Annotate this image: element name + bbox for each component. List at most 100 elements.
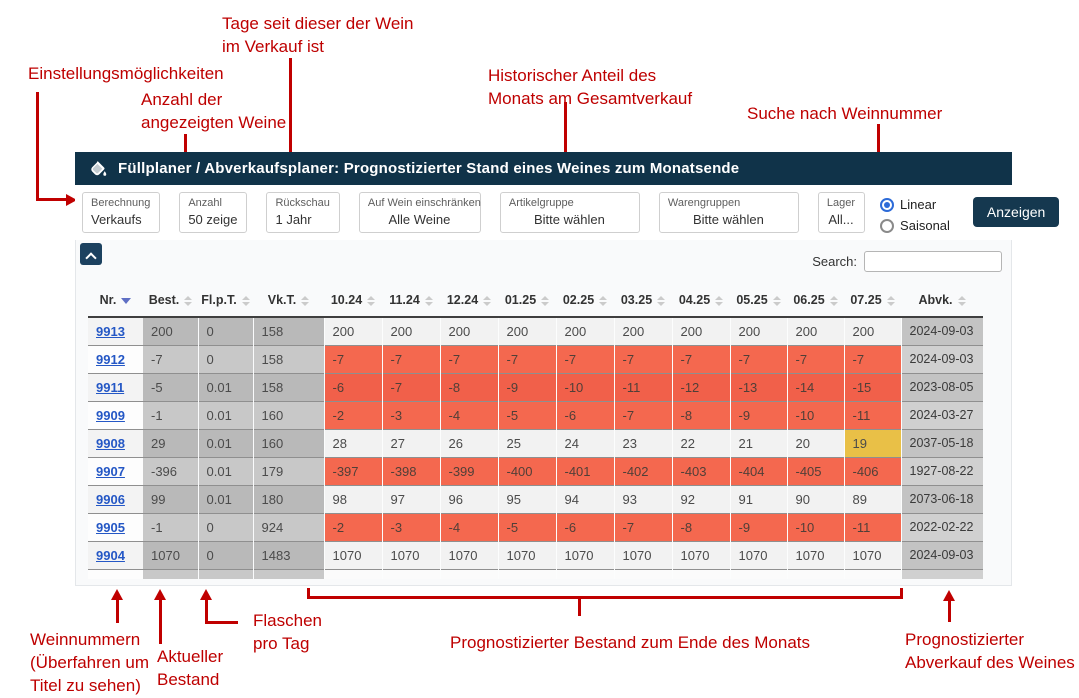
wine-number-link[interactable]: 9912: [96, 351, 125, 367]
month-forecast-cell: -3: [381, 512, 440, 541]
filter-rueckschau[interactable]: Rückschau 1 Jahr: [266, 192, 340, 233]
cutoff-cell: [143, 568, 198, 579]
bottles-per-day-cell: 0.01: [197, 400, 253, 429]
month-forecast-cell: -400: [497, 456, 556, 485]
month-forecast-cell: -9: [497, 372, 556, 401]
wine-number-link[interactable]: 9907: [96, 463, 125, 479]
arrow-einstellungen-line: [36, 92, 39, 200]
filter-warengruppen[interactable]: Warengruppen Bitte wählen: [658, 192, 799, 233]
mode-radio-group: Linear Saisonal: [880, 192, 950, 233]
column-header-2[interactable]: Fl.p.T.: [198, 284, 253, 318]
column-header-13[interactable]: 07.25: [844, 284, 901, 318]
wine-number-link[interactable]: 9906: [96, 491, 125, 507]
month-forecast-cell: 95: [497, 484, 556, 513]
column-header-0[interactable]: Nr.: [88, 284, 143, 318]
page-title: Füllplaner / Abverkaufsplaner: Prognosti…: [118, 160, 740, 177]
table-row: 9904 1070 0 1483 1070 1070 1070 1070 1070 1070 107…: [88, 540, 983, 569]
cutoff-cell: [613, 568, 672, 579]
month-forecast-cell: -10: [786, 512, 844, 541]
month-forecast-cell: 200: [555, 317, 614, 345]
search-input[interactable]: [864, 251, 1002, 272]
month-forecast-cell: 89: [843, 484, 901, 513]
month-forecast-cell: 27: [381, 428, 440, 457]
month-forecast-cell: 1070: [497, 540, 556, 569]
cutoff-row: [88, 568, 983, 579]
cutoff-cell: [497, 568, 556, 579]
wine-number-link[interactable]: 9913: [96, 323, 125, 339]
bottles-per-day-cell: 0: [197, 317, 253, 345]
forecast-table: Nr. Best. Fl.p.T. Vk.T. 10.24 11.24 12.24 01.25…: [88, 284, 983, 579]
month-forecast-cell: 200: [613, 317, 672, 345]
wine-number-cell: 9904: [88, 540, 143, 569]
sale-days-cell: 160: [252, 400, 324, 429]
radio-linear[interactable]: Linear: [880, 197, 950, 212]
month-forecast-cell: 97: [381, 484, 440, 513]
month-forecast-cell: 26: [439, 428, 498, 457]
month-forecast-cell: -13: [729, 372, 787, 401]
month-forecast-cell: -7: [439, 344, 498, 373]
annotation-suche-weinnummer: Suche nach Weinnummer: [747, 104, 943, 123]
annotation-weinnummern: Weinnummern (Überfahren um Titel zu sehen): [30, 630, 150, 695]
column-header-9[interactable]: 03.25: [614, 284, 672, 318]
wine-number-link[interactable]: 9908: [96, 435, 125, 451]
column-header-label: 02.25: [562, 293, 595, 307]
filter-lager[interactable]: Lager All...: [817, 192, 866, 233]
sellout-date-cell: 2037-05-18: [900, 428, 983, 457]
sort-updown-icon: [483, 295, 492, 306]
sort-updown-icon: [599, 295, 608, 306]
month-forecast-cell: 24: [555, 428, 614, 457]
column-header-label: 03.25: [620, 293, 653, 307]
month-forecast-cell: 200: [381, 317, 440, 345]
month-forecast-cell: 1070: [323, 540, 382, 569]
column-header-7[interactable]: 01.25: [498, 284, 556, 318]
wine-number-link[interactable]: 9909: [96, 407, 125, 423]
column-header-3[interactable]: Vk.T.: [253, 284, 324, 318]
month-forecast-cell: 1070: [381, 540, 440, 569]
month-forecast-cell: -3: [381, 400, 440, 429]
cutoff-cell: [252, 568, 324, 579]
column-header-14[interactable]: Abvk.: [901, 284, 983, 318]
table-row: 9907 -396 0.01 179 -397 -398 -399 -400 -401 -402-…: [88, 456, 983, 485]
sort-updown-icon: [184, 295, 193, 306]
month-forecast-cell: -8: [671, 512, 730, 541]
column-header-8[interactable]: 02.25: [556, 284, 614, 318]
table-row: 9905 -1 0 924 -2 -3 -4 -5 -6 -7 -8 -9 -10 -11 2022-02-…: [88, 512, 983, 541]
stock-cell: 1070: [143, 540, 198, 569]
column-header-label: 05.25: [736, 293, 768, 307]
column-header-1[interactable]: Best.: [143, 284, 198, 318]
sort-updown-icon: [367, 295, 376, 306]
column-header-12[interactable]: 06.25: [787, 284, 844, 318]
filter-berechnung[interactable]: Berechnung Verkaufs: [82, 192, 161, 233]
column-header-4[interactable]: 10.24: [324, 284, 382, 318]
month-forecast-cell: -402: [613, 456, 672, 485]
chevron-up-icon: [85, 252, 97, 264]
column-header-6[interactable]: 12.24: [440, 284, 498, 318]
wine-number-link[interactable]: 9911: [96, 379, 125, 395]
column-header-5[interactable]: 11.24: [382, 284, 440, 318]
stock-cell: -7: [143, 344, 198, 373]
filter-artikelgruppe[interactable]: Artikelgruppe Bitte wählen: [499, 192, 640, 233]
filter-anzahl[interactable]: Anzahl 50 zeige: [179, 192, 248, 233]
collapse-panel-button[interactable]: [80, 243, 102, 265]
column-header-label: 04.25: [678, 293, 711, 307]
wine-number-cell: 9906: [88, 484, 143, 513]
month-forecast-cell: -7: [613, 512, 672, 541]
stock-cell: 200: [143, 317, 198, 345]
sort-updown-icon: [829, 295, 838, 306]
month-forecast-cell: -404: [729, 456, 787, 485]
month-forecast-cell: -399: [439, 456, 498, 485]
sale-days-cell: 160: [252, 428, 324, 457]
radio-saisonal[interactable]: Saisonal: [880, 218, 950, 233]
month-forecast-cell: 1070: [671, 540, 730, 569]
month-forecast-cell: -11: [613, 372, 672, 401]
wine-number-link[interactable]: 9904: [96, 547, 125, 563]
sort-desc-icon: [121, 297, 132, 304]
filter-wein-einschraenken[interactable]: Auf Wein einschränken Alle Weine: [358, 192, 481, 233]
column-header-10[interactable]: 04.25: [672, 284, 730, 318]
month-forecast-cell: -15: [843, 372, 901, 401]
anzeigen-button[interactable]: Anzeigen: [972, 197, 1060, 227]
column-header-11[interactable]: 05.25: [730, 284, 787, 318]
wine-number-cell: 9909: [88, 400, 143, 429]
wine-number-link[interactable]: 9905: [96, 519, 125, 535]
